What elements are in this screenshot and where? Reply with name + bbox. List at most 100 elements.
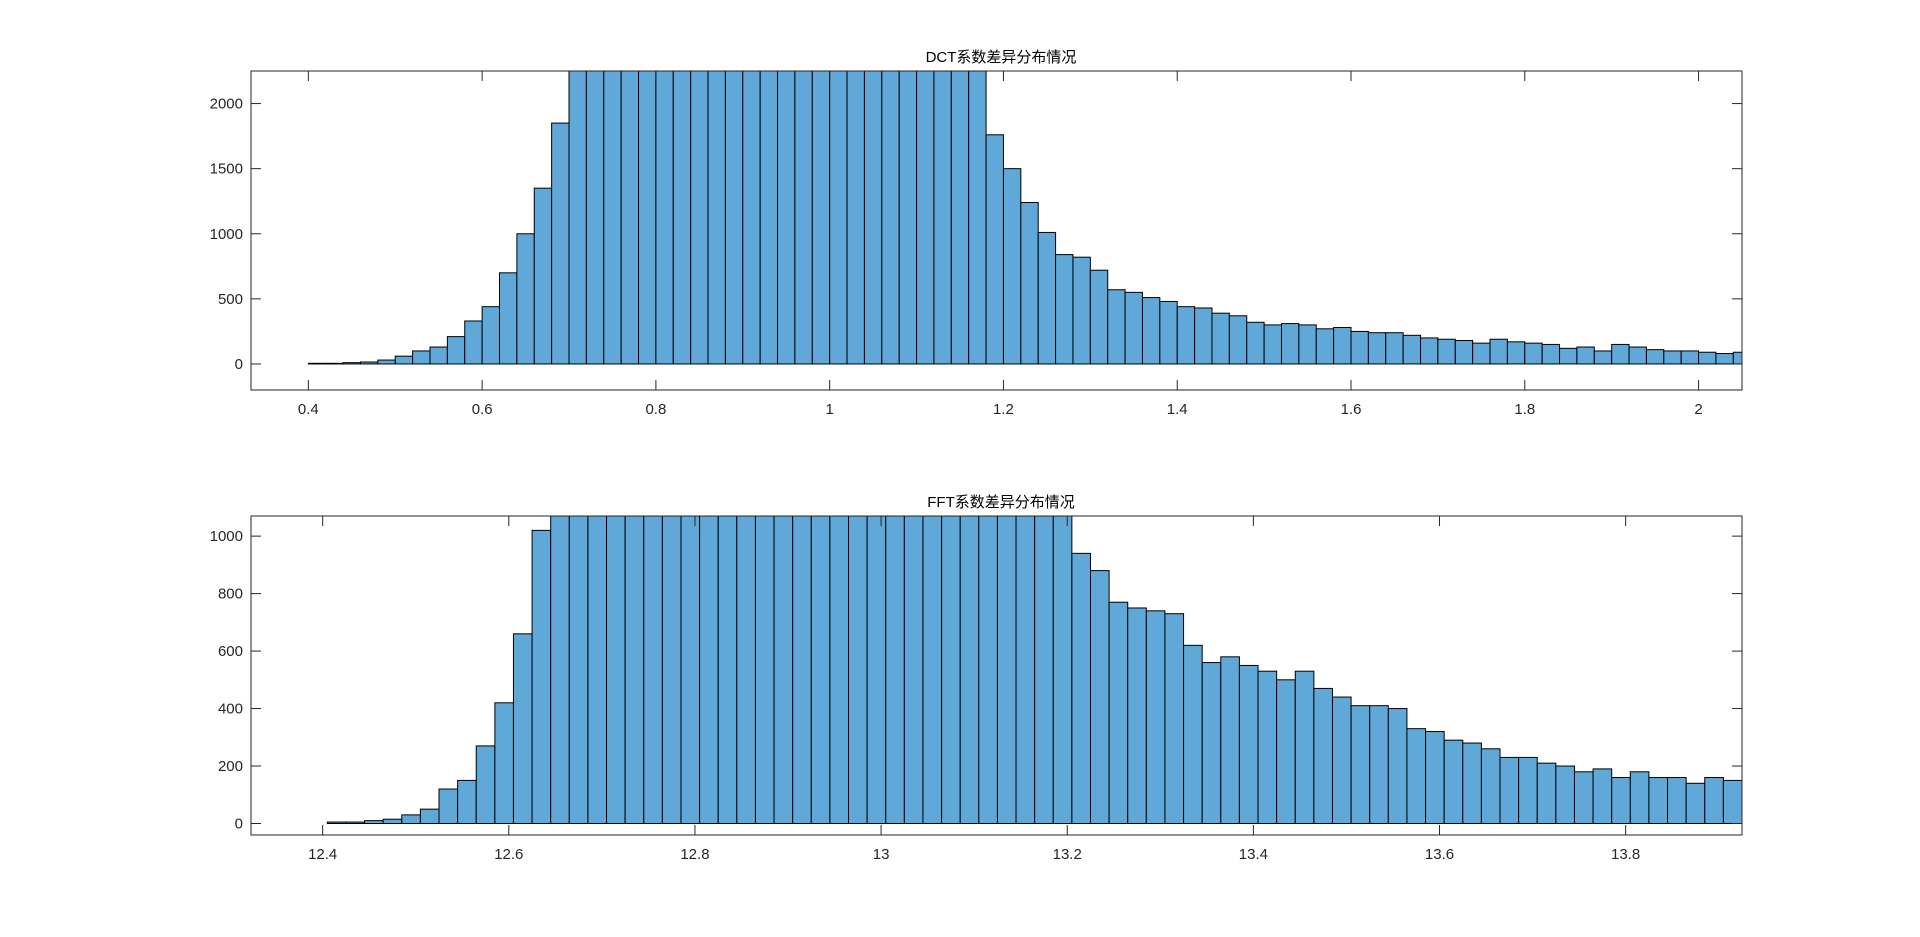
fft-histogram-bar [643, 516, 663, 824]
dct-histogram-bar [1472, 342, 1491, 365]
fft-histogram-bar [1090, 570, 1110, 824]
dct-histogram-bar [1385, 332, 1404, 365]
fft-axes-box [250, 515, 1743, 836]
fft-histogram-bar [1294, 670, 1315, 825]
dct-histogram-bar [1141, 297, 1161, 365]
dct-histogram-bar [881, 71, 900, 365]
fft-histogram-bar [978, 516, 998, 824]
dct-x-tick-label: 1.8 [1514, 401, 1535, 418]
dct-histogram-bar [1263, 324, 1282, 365]
dct-histogram-bar [1089, 269, 1109, 365]
dct-histogram-bar [1350, 330, 1369, 365]
fft-histogram-bar [568, 516, 589, 824]
dct-x-tick-label: 1 [826, 401, 834, 418]
fft-histogram-bar [680, 516, 701, 824]
dct-y-tick-label: 2000 [210, 96, 243, 113]
dct-y-tick-label: 1000 [210, 226, 243, 243]
fft-histogram-bar [1071, 552, 1092, 824]
fft-histogram-bar [1015, 516, 1036, 824]
fft-x-tick-label: 12.6 [494, 846, 523, 863]
dct-histogram-bar [898, 71, 918, 365]
fft-histogram-bar [959, 516, 980, 824]
fft-histogram-bar [1443, 739, 1464, 824]
dct-y-tick-label: 0 [235, 356, 243, 373]
dct-histogram-bar [1663, 350, 1682, 365]
dct-histogram-bar [1159, 300, 1178, 365]
fft-y-tick-label: 0 [235, 816, 243, 833]
dct-histogram-bar [394, 355, 414, 365]
fft-histogram-bar [717, 516, 738, 824]
dct-histogram-bar [863, 71, 883, 365]
dct-histogram-bar [1055, 254, 1074, 365]
dct-histogram-bar [916, 71, 935, 365]
fft-histogram-bar [401, 814, 421, 825]
fft-histogram-bar [1573, 771, 1594, 825]
dct-histogram-bar [1559, 347, 1578, 365]
dct-histogram-bar [1072, 256, 1091, 365]
fft-histogram-bar [1127, 607, 1147, 825]
fft-y-tick-label: 800 [218, 586, 243, 603]
dct-histogram-bar [655, 71, 674, 365]
dct-histogram-bar [1680, 350, 1700, 365]
fft-histogram-bar [1201, 662, 1222, 825]
dct-histogram-bar [1333, 327, 1352, 365]
fft-histogram-bar [1183, 644, 1203, 824]
dct-y-tick-label: 1500 [210, 161, 243, 178]
dct-histogram-bar [1002, 168, 1022, 365]
dct-x-tick-label: 1.6 [1341, 401, 1362, 418]
dct-x-tick-label: 1.2 [993, 401, 1014, 418]
dct-histogram-bar [1437, 338, 1456, 365]
fft-histogram-bar [1350, 705, 1371, 825]
dct-histogram-bar [446, 336, 466, 365]
fft-histogram-bar [606, 516, 626, 824]
dct-histogram-bar [985, 134, 1004, 365]
dct-histogram-bar [342, 362, 361, 365]
dct-histogram-bar [950, 71, 970, 365]
fft-histogram-bar [419, 808, 440, 825]
dct-histogram-bar [307, 362, 327, 365]
fft-histogram-bar [1387, 708, 1408, 824]
dct-histogram-bar [1732, 351, 1742, 365]
fft-y-tick-label: 1000 [210, 528, 243, 545]
dct-histogram-bar [1593, 350, 1613, 365]
fft-histogram-bar [736, 516, 756, 824]
fft-histogram-bar [903, 516, 924, 824]
dct-histogram-bar [359, 361, 379, 365]
fft-y-tick-label: 600 [218, 643, 243, 660]
dct-histogram-bar [1020, 202, 1039, 365]
fft-histogram-bar [1536, 762, 1557, 825]
dct-histogram-bar [429, 346, 448, 365]
fft-histogram-bar [1369, 705, 1389, 825]
dct-histogram-bar [551, 122, 570, 365]
dct-histogram-bar [690, 71, 709, 365]
dct-histogram-bar [846, 71, 865, 365]
fft-histogram-bar [1313, 687, 1333, 824]
dct-histogram-bar [1228, 315, 1248, 365]
fft-y-tick-label: 400 [218, 701, 243, 718]
dct-x-tick-label: 0.6 [472, 401, 493, 418]
fft-histogram-bar [531, 529, 552, 825]
dct-histogram-bar [1524, 342, 1543, 365]
fft-histogram-bar [1704, 777, 1724, 825]
dct-histogram-bar [1211, 312, 1230, 365]
fft-histogram-bar [996, 516, 1017, 824]
dct-histogram-bar [1280, 323, 1300, 365]
dct-histogram-bar [603, 71, 622, 365]
fft-histogram-bar [773, 516, 794, 824]
fft-chart-title: FFT系数差异分布情况 [927, 494, 1075, 511]
fft-histogram-bar [1034, 516, 1054, 824]
dct-histogram-bar [777, 71, 796, 365]
fft-histogram-bar [1592, 768, 1613, 825]
dct-histogram-bar [585, 71, 605, 365]
fft-histogram-bar [587, 516, 608, 824]
fft-histogram-bar [661, 516, 682, 824]
fft-histogram-bar [475, 745, 496, 824]
dct-histogram-bar [1506, 341, 1526, 365]
dct-x-tick-label: 0.8 [645, 401, 666, 418]
dct-histogram-bar [638, 71, 657, 365]
fft-histogram-bar [829, 516, 850, 824]
dct-x-tick-label: 1.4 [1167, 401, 1188, 418]
fft-histogram-bar [1648, 777, 1669, 825]
fft-x-tick-label: 13.2 [1053, 846, 1082, 863]
fft-histogram-bar [922, 516, 943, 824]
